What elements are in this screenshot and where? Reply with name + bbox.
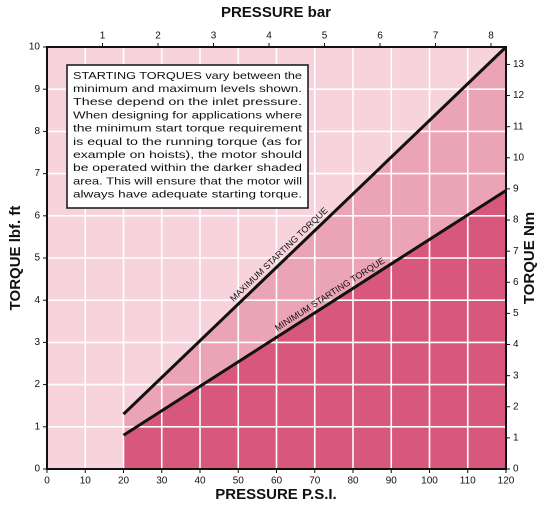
y-tick-label: 4 — [34, 295, 40, 306]
annotation-line: be operated within the darker shaded — [73, 162, 302, 174]
y2-tick-label: 5 — [513, 308, 519, 319]
x-tick-label: 70 — [309, 476, 321, 487]
x2-tick-label: 2 — [155, 31, 161, 42]
y2-tick-label: 0 — [513, 464, 519, 475]
y2-tick-label: 10 — [513, 152, 525, 163]
x-tick-label: 120 — [498, 476, 515, 487]
x-axis-title: PRESSURE P.S.I. — [215, 486, 336, 503]
annotation-box — [66, 64, 309, 209]
top-axis-title: PRESSURE bar — [221, 4, 331, 21]
annotation-line: is equal to the running torque (as for — [73, 136, 303, 148]
x-tick-label: 10 — [80, 476, 92, 487]
series-line — [122, 45, 508, 416]
annotation-line: minimum and maximum levels shown. — [73, 83, 302, 95]
y2-tick-label: 13 — [513, 59, 525, 70]
x-tick-label: 30 — [156, 476, 168, 487]
y2-tick-label: 1 — [513, 433, 519, 444]
x-tick-label: 0 — [44, 476, 50, 487]
x2-tick-label: 7 — [433, 31, 439, 42]
x2-tick-label: 3 — [211, 31, 217, 42]
y-tick-label: 9 — [34, 84, 40, 95]
x-tick-label: 80 — [347, 476, 359, 487]
plot-frame — [46, 46, 507, 470]
y-tick-label: 3 — [34, 337, 40, 348]
y-tick-label: 7 — [34, 168, 40, 179]
y2-tick-label: 2 — [513, 401, 519, 412]
x2-tick-label: 5 — [322, 31, 328, 42]
annotation-line: When designing for applications where — [73, 109, 302, 121]
annotation-line: the minimum start torque requirement — [73, 123, 302, 135]
y2-tick-label: 4 — [513, 339, 519, 350]
y-tick-label: 6 — [34, 210, 40, 221]
y2-tick-label: 8 — [513, 215, 519, 226]
y2-tick-label: 6 — [513, 277, 519, 288]
y-tick-label: 1 — [34, 421, 40, 432]
x2-tick-label: 4 — [266, 31, 272, 42]
x-tick-label: 20 — [118, 476, 130, 487]
y-tick-label: 10 — [29, 42, 41, 53]
y2-axis-title: TORQUE Nm — [521, 212, 538, 304]
x-tick-label: 110 — [460, 476, 476, 487]
y-tick-label: 5 — [34, 253, 40, 264]
x-tick-label: 50 — [233, 476, 245, 487]
y2-tick-label: 9 — [513, 184, 519, 195]
y2-tick-label: 12 — [513, 90, 525, 101]
y2-tick-label: 3 — [513, 370, 519, 381]
x-tick-label: 100 — [421, 476, 438, 487]
x2-tick-label: 8 — [488, 31, 494, 42]
annotation-line: area. This will ensure that the motor wi… — [73, 175, 302, 187]
x-tick-label: 90 — [386, 476, 398, 487]
annotation-line: always have adequate starting torque. — [73, 189, 302, 201]
series-line — [122, 189, 507, 437]
annotation-line: example on hoists), the motor should — [73, 149, 302, 161]
y2-tick-label: 7 — [513, 246, 519, 257]
y-tick-label: 2 — [34, 379, 40, 390]
x-tick-label: 60 — [271, 476, 283, 487]
x2-tick-label: 1 — [100, 31, 106, 42]
y-tick-label: 8 — [34, 126, 40, 137]
annotation-line: STARTING TORQUES vary between the — [73, 70, 302, 82]
x2-tick-label: 6 — [377, 31, 383, 42]
x-tick-label: 40 — [194, 476, 206, 487]
y-tick-label: 0 — [34, 464, 40, 475]
annotation-line: These depend on the inlet pressure. — [73, 96, 302, 108]
y2-tick-label: 11 — [513, 121, 524, 132]
y-axis-title: TORQUE lbf. ft — [7, 206, 24, 311]
